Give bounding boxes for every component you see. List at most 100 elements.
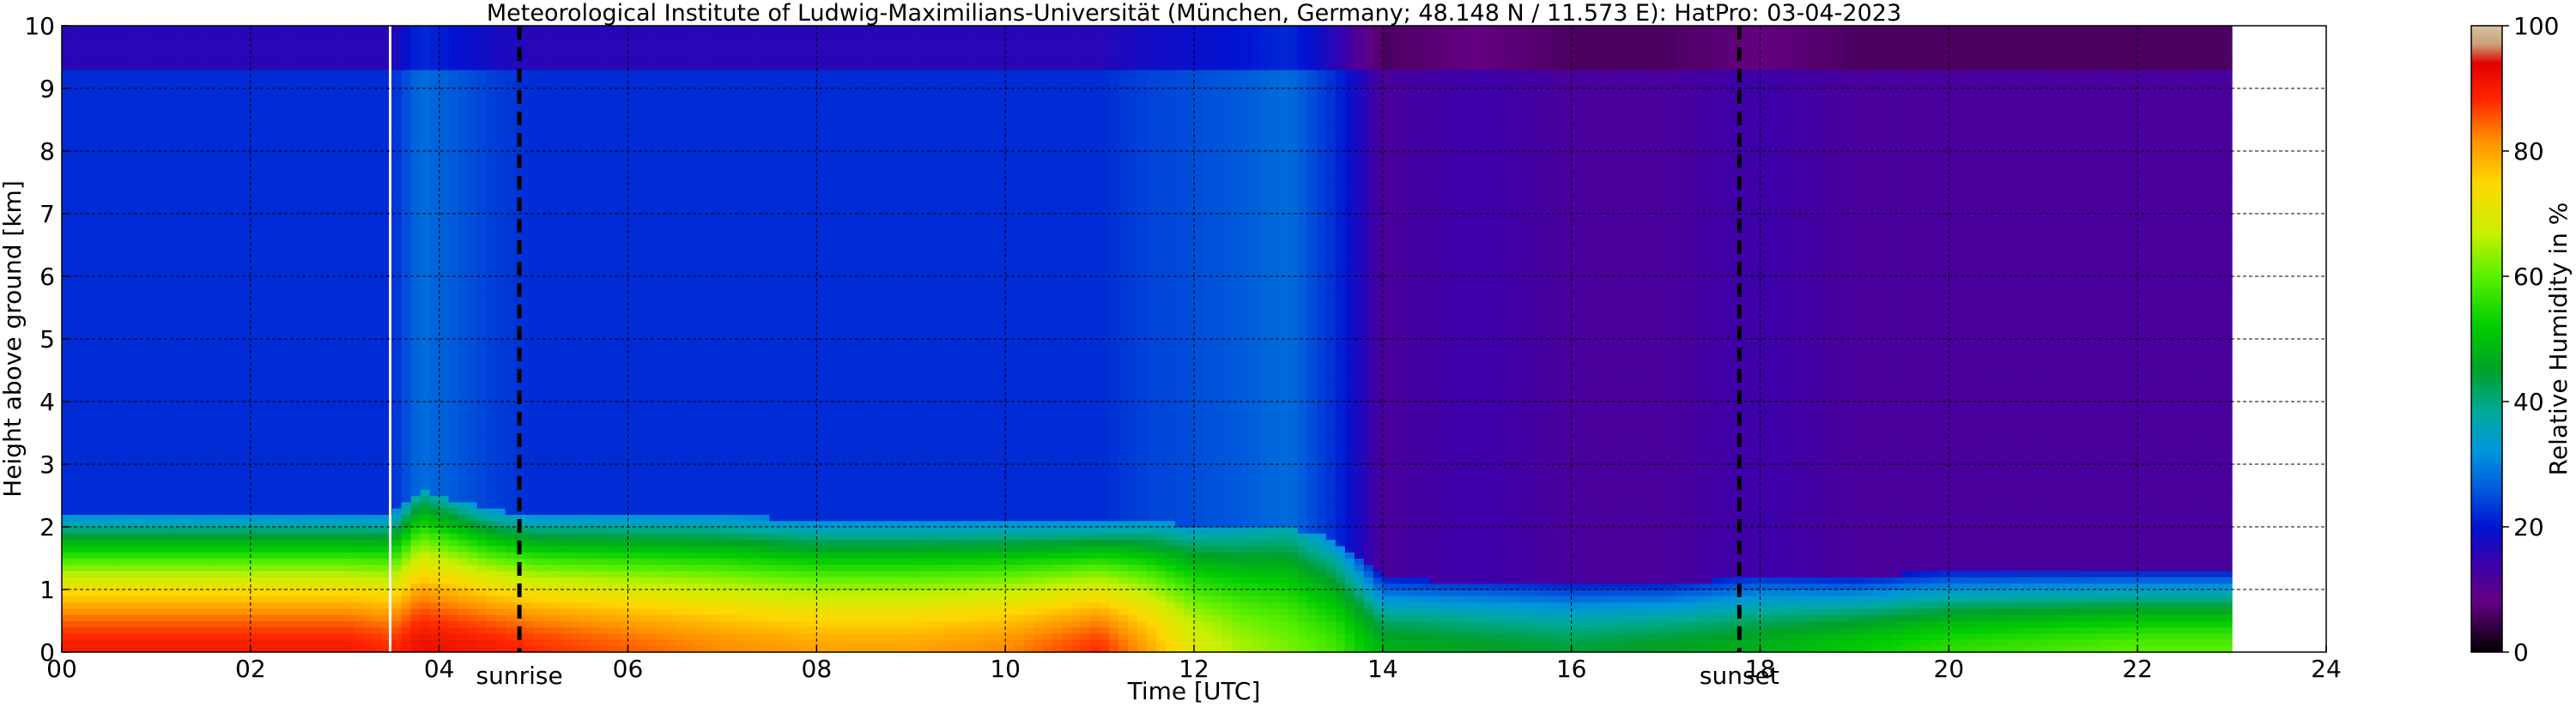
heatmap-cell	[345, 483, 355, 490]
heatmap-cell	[279, 521, 289, 528]
heatmap-cell	[487, 451, 497, 458]
heatmap-cell	[241, 295, 252, 302]
heatmap-cell	[364, 326, 374, 333]
heatmap-cell	[317, 533, 327, 540]
heatmap-cell	[222, 502, 233, 509]
heatmap-cell	[487, 559, 497, 565]
heatmap-cell	[166, 583, 176, 590]
heatmap-cell	[147, 57, 157, 64]
heatmap-cell	[326, 263, 336, 270]
heatmap-cell	[213, 559, 223, 565]
heatmap-cell	[166, 251, 176, 258]
heatmap-cell	[175, 227, 185, 233]
heatmap-cell	[458, 170, 469, 177]
heatmap-cell	[430, 138, 440, 145]
heatmap-cell	[109, 364, 119, 371]
heatmap-cell	[468, 608, 478, 615]
heatmap-cell	[194, 514, 204, 521]
heatmap-cell	[128, 589, 138, 596]
heatmap-cell	[317, 107, 327, 114]
heatmap-cell	[222, 120, 233, 127]
heatmap-cell	[279, 489, 289, 496]
heatmap-cell	[345, 45, 355, 51]
heatmap-cell	[90, 51, 100, 57]
heatmap-cell	[279, 333, 289, 340]
heatmap-cell	[213, 57, 223, 64]
heatmap-cell	[109, 57, 119, 64]
heatmap-cell	[402, 502, 412, 509]
heatmap-cell	[118, 477, 129, 484]
heatmap-cell	[213, 314, 223, 321]
heatmap-cell	[270, 602, 280, 609]
heatmap-cell	[147, 251, 157, 258]
heatmap-cell	[487, 289, 497, 296]
heatmap-cell	[307, 451, 318, 458]
heatmap-cell	[355, 483, 365, 490]
heatmap-cell	[506, 113, 516, 120]
heatmap-cell	[288, 326, 299, 333]
heatmap-cell	[487, 170, 497, 177]
heatmap-cell	[298, 621, 308, 628]
heatmap-cell	[62, 502, 72, 509]
heatmap-cell	[430, 589, 440, 596]
heatmap-cell	[185, 614, 195, 621]
heatmap-cell	[307, 88, 318, 95]
heatmap-cell	[449, 552, 459, 559]
heatmap-cell	[298, 521, 308, 528]
heatmap-cell	[392, 433, 403, 440]
heatmap-cell	[345, 546, 355, 553]
heatmap-cell	[203, 26, 214, 33]
heatmap-cell	[496, 120, 506, 127]
heatmap-cell	[298, 295, 308, 302]
heatmap-cell	[506, 276, 516, 283]
heatmap-cell	[118, 502, 129, 509]
heatmap-cell	[506, 195, 516, 202]
heatmap-cell	[439, 257, 450, 264]
heatmap-cell	[279, 145, 289, 152]
heatmap-cell	[496, 214, 506, 221]
heatmap-cell	[90, 214, 100, 221]
heatmap-cell	[421, 45, 431, 51]
heatmap-cell	[336, 263, 346, 270]
heatmap-cell	[147, 69, 157, 76]
heatmap-cell	[506, 571, 516, 577]
heatmap-cell	[487, 183, 497, 190]
heatmap-cell	[496, 420, 506, 427]
heatmap-cell	[232, 257, 242, 264]
heatmap-cell	[307, 183, 318, 190]
heatmap-cell	[411, 514, 421, 521]
heatmap-cell	[364, 308, 374, 315]
heatmap-cell	[270, 295, 280, 302]
heatmap-cell	[279, 402, 289, 408]
heatmap-cell	[147, 32, 157, 39]
heatmap-cell	[90, 227, 100, 233]
heatmap-cell	[100, 546, 110, 553]
heatmap-cell	[496, 464, 506, 471]
heatmap-cell	[364, 546, 374, 553]
heatmap-cell	[222, 69, 233, 76]
heatmap-cell	[336, 239, 346, 245]
heatmap-cell	[185, 577, 195, 583]
heatmap-cell	[355, 39, 365, 45]
heatmap-cell	[458, 464, 469, 471]
heatmap-cell	[260, 301, 270, 308]
heatmap-cell	[62, 233, 72, 239]
heatmap-cell	[317, 201, 327, 208]
heatmap-cell	[392, 396, 403, 402]
heatmap-cell	[203, 107, 214, 114]
heatmap-cell	[345, 314, 355, 321]
heatmap-cell	[402, 552, 412, 559]
heatmap-cell	[288, 345, 299, 352]
heatmap-cell	[100, 107, 110, 114]
heatmap-cell	[147, 426, 157, 433]
heatmap-cell	[336, 32, 346, 39]
heatmap-cell	[251, 559, 261, 565]
heatmap-cell	[118, 301, 129, 308]
heatmap-cell	[307, 69, 318, 76]
heatmap-cell	[81, 101, 91, 108]
heatmap-cell	[298, 308, 308, 315]
heatmap-cell	[317, 371, 327, 378]
heatmap-cell	[364, 39, 374, 45]
heatmap-cell	[496, 614, 506, 621]
heatmap-cell	[524, 589, 535, 596]
